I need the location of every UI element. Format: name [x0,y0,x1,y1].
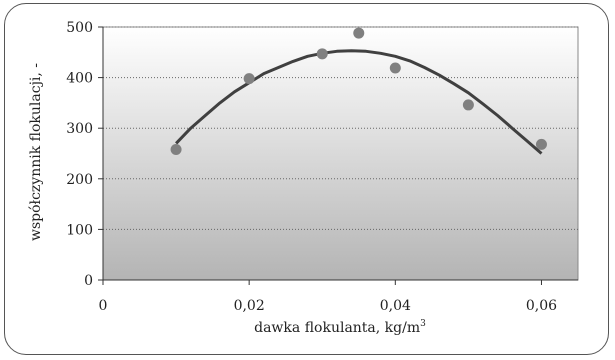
data-point [389,62,401,74]
y-tick-label: 500 [66,20,93,36]
x-axis-title-text: dawka flokulanta, kg/m [254,320,420,336]
data-point [243,73,255,85]
data-point [462,99,474,111]
y-axis-title: współczynnik flokulacji, - [28,63,44,241]
plot-area [102,26,579,281]
y-tick-label: 100 [66,222,93,238]
y-tick-label: 200 [66,172,93,188]
data-point [170,143,182,155]
y-tick-label: 300 [66,121,93,137]
x-tick-label: 0,02 [234,298,265,314]
trend-line [175,49,543,155]
x-tick-label: 0 [99,298,108,314]
data-point [316,48,328,60]
x-tick-label: 0,06 [526,298,557,314]
x-axis-title: dawka flokulanta, kg/m3 [254,319,426,336]
y-tick-label: 0 [84,273,93,289]
data-point [535,138,547,150]
y-tick-label: 400 [66,71,93,87]
x-axis-title-superscript: 3 [420,319,426,329]
x-tick-label: 0,04 [380,298,411,314]
data-point [353,27,365,39]
